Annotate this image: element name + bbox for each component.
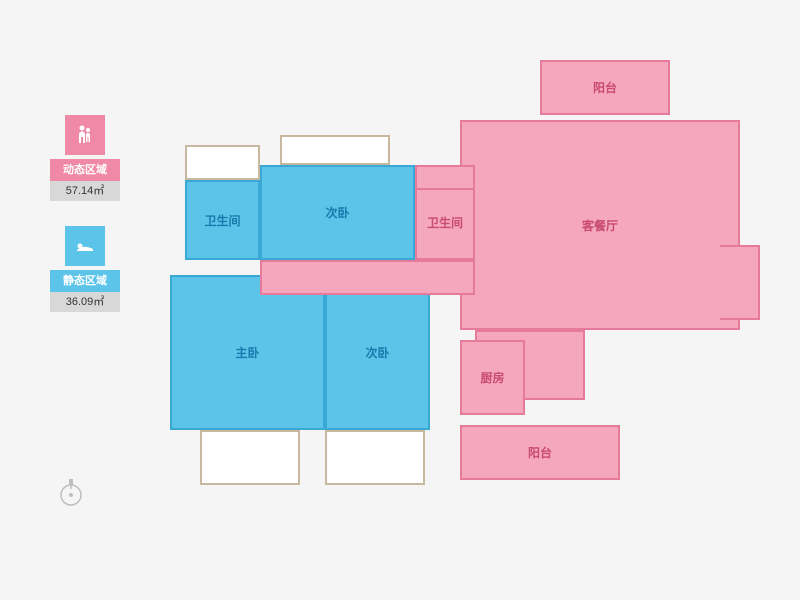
- room-kitchen: 厨房: [460, 340, 525, 415]
- legend-panel: 动态区域 57.14㎡ 静态区域 36.09㎡: [50, 115, 120, 337]
- room-label: 主卧: [235, 344, 259, 361]
- room-living: 客餐厅: [460, 120, 740, 330]
- room-bath2: 卫生间: [415, 185, 475, 260]
- outline-shape: [200, 430, 300, 485]
- room-label: 阳台: [528, 444, 552, 461]
- room-balcony_bottom: 阳台: [460, 425, 620, 480]
- people-icon: [65, 115, 105, 155]
- room-bed2a: 次卧: [260, 165, 415, 260]
- legend-static: 静态区域 36.09㎡: [50, 226, 120, 312]
- room-master: 主卧: [170, 275, 325, 430]
- legend-dynamic-value: 57.14㎡: [50, 181, 120, 201]
- legend-static-value: 36.09㎡: [50, 292, 120, 312]
- legend-static-title: 静态区域: [50, 270, 120, 292]
- legend-dynamic-title: 动态区域: [50, 159, 120, 181]
- outline-shape: [325, 430, 425, 485]
- compass-icon: [55, 475, 87, 507]
- room-balcony_top: 阳台: [540, 60, 670, 115]
- room-label: 次卧: [365, 344, 389, 361]
- room-label: 卫生间: [427, 214, 463, 231]
- room-label: 厨房: [480, 369, 504, 386]
- room-bath2_top: [415, 165, 475, 190]
- sleep-icon: [65, 226, 105, 266]
- legend-dynamic: 动态区域 57.14㎡: [50, 115, 120, 201]
- outline-shape: [185, 145, 260, 180]
- floorplan: 阳台客餐厅卫生间厨房阳台卫生间次卧主卧次卧: [170, 50, 760, 530]
- room-bed2b: 次卧: [325, 275, 430, 430]
- room-living-right-ext: [720, 245, 760, 320]
- room-corridor: [260, 260, 475, 295]
- room-label: 次卧: [325, 204, 349, 221]
- room-label: 卫生间: [204, 212, 240, 229]
- room-label: 客餐厅: [582, 217, 618, 234]
- room-label: 阳台: [593, 79, 617, 96]
- room-bath1: 卫生间: [185, 180, 260, 260]
- outline-shape: [280, 135, 390, 165]
